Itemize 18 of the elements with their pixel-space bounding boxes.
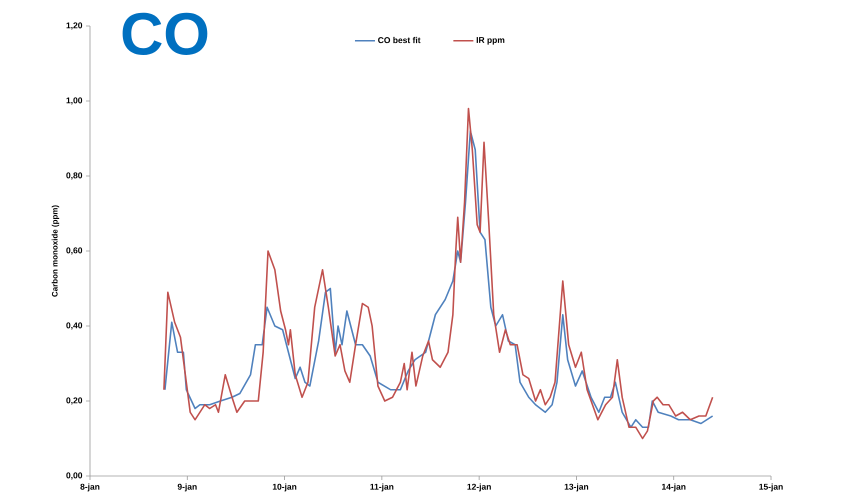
x-tick-label: 14-jan (662, 484, 686, 492)
x-tick-label: 12-jan (467, 484, 491, 492)
x-tick-label: 10-jan (272, 484, 296, 492)
y-tick-label: 1,20 (66, 22, 82, 30)
x-tick-label: 11-jan (370, 484, 394, 492)
legend-label: CO best fit (378, 36, 420, 44)
y-tick-label: 0,40 (66, 322, 82, 330)
x-tick-label: 8-jan (80, 484, 100, 492)
y-tick-label: 1,00 (66, 97, 82, 105)
chart-title: CO (122, 12, 208, 56)
legend-label: IR ppm (476, 37, 504, 45)
y-tick-label: 0,00 (66, 472, 82, 480)
y-tick-label: 0,20 (66, 397, 82, 405)
x-tick-label: 9-jan (178, 484, 197, 492)
y-tick-label: 0,80 (66, 172, 82, 180)
x-tick-label: 13-jan (564, 484, 588, 492)
y-tick-label: 0,60 (66, 247, 82, 255)
x-tick-label: 15-jan (759, 484, 783, 492)
